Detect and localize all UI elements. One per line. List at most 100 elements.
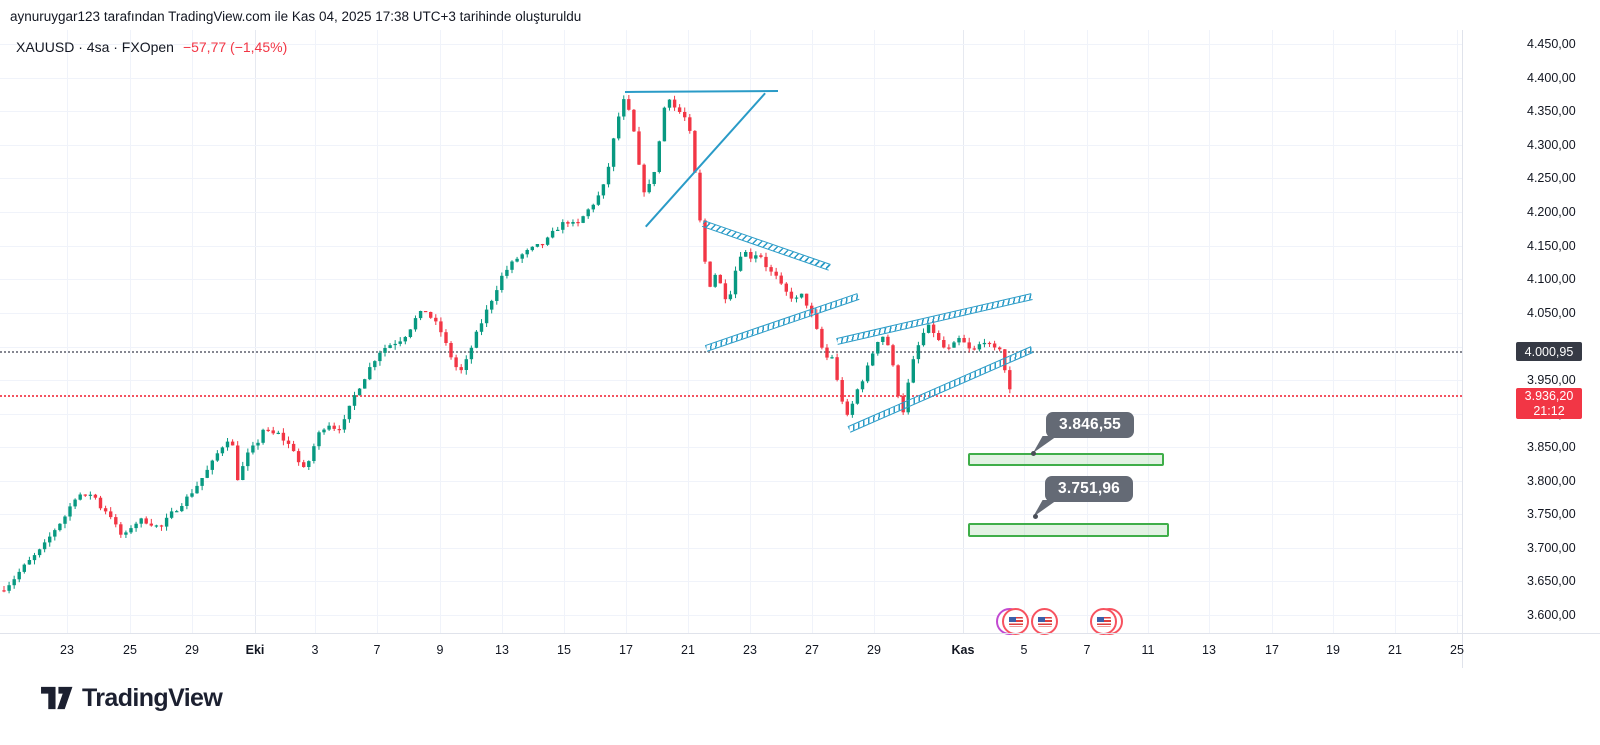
candle-body	[708, 261, 712, 287]
vertical-gridline	[377, 30, 378, 633]
candle-body	[78, 494, 82, 500]
price-axis-label: 4.100,00	[1527, 272, 1576, 286]
price-axis-label: 3.950,00	[1527, 373, 1576, 387]
candle-body	[83, 494, 87, 496]
candle-body	[774, 271, 778, 276]
price-axis-label: 3.700,00	[1527, 541, 1576, 555]
candle-body	[647, 184, 651, 193]
time-axis-label: 27	[805, 643, 819, 657]
economic-event-marker-1[interactable]	[996, 608, 1029, 635]
candle-body	[357, 388, 362, 396]
candle-body	[545, 237, 550, 245]
candle-body	[220, 447, 225, 454]
support-zone-2[interactable]	[968, 523, 1169, 537]
candle-body	[581, 216, 585, 223]
candle-body	[429, 312, 433, 318]
vertical-gridline	[812, 30, 813, 633]
candle-body	[652, 172, 656, 184]
candle-body	[352, 395, 357, 406]
vertical-gridline	[963, 30, 964, 633]
candle-body	[886, 336, 890, 346]
candle-body	[169, 511, 174, 518]
candle-body	[703, 220, 707, 262]
time-axis-label: Eki	[245, 643, 265, 657]
horizontal-gridline	[0, 78, 1462, 79]
candle-body	[992, 343, 997, 348]
candle-body	[230, 441, 235, 446]
us-flag-icon[interactable]	[1031, 608, 1058, 635]
support-zone-1[interactable]	[968, 453, 1164, 466]
candle-body	[88, 494, 93, 496]
candle-body	[576, 222, 580, 224]
economic-event-marker-2[interactable]	[1031, 608, 1058, 635]
horizontal-gridline	[0, 514, 1462, 515]
candle-body	[347, 405, 352, 420]
candle-body	[784, 283, 788, 292]
bubble-anchor-dot	[1033, 514, 1038, 519]
candle-body	[505, 269, 509, 276]
candle-body	[408, 329, 413, 337]
candle-body	[109, 511, 113, 518]
vertical-gridline	[67, 30, 68, 633]
price-axis-label: 3.650,00	[1527, 574, 1576, 588]
horizontal-gridline	[0, 145, 1462, 146]
vertical-gridline	[1333, 30, 1334, 633]
candle-body	[164, 517, 169, 527]
candle-body	[418, 311, 423, 319]
candle-body	[276, 432, 280, 434]
candle-body	[291, 443, 296, 452]
us-flag-icon[interactable]	[1002, 608, 1029, 635]
candle-body	[413, 318, 418, 330]
attribution-text: aynuruygar123 tarafından TradingView.com…	[10, 9, 582, 24]
time-axis-label: 13	[495, 643, 509, 657]
candle-body	[393, 343, 397, 346]
candle-body	[672, 99, 677, 108]
candle-body	[520, 254, 524, 259]
candle-body	[129, 528, 133, 533]
candle-body	[134, 523, 138, 529]
candle-body	[296, 451, 301, 463]
candlestick-canvas[interactable]	[0, 0, 1462, 668]
bar-countdown: 21:12	[1533, 403, 1565, 418]
horizontal-gridline	[0, 548, 1462, 549]
candle-body	[490, 300, 494, 310]
candle-body	[967, 342, 971, 349]
symbol-title[interactable]: XAUUSD · 4sa · FXOpen	[16, 39, 174, 55]
horizontal-gridline	[0, 279, 1462, 280]
zone-price-bubble-1[interactable]: 3.846,55	[1046, 412, 1134, 438]
candle-body	[469, 347, 474, 360]
candle-body	[662, 107, 667, 142]
candle-body	[906, 382, 910, 413]
us-flag-glyph	[1008, 616, 1023, 627]
candle-body	[871, 353, 875, 366]
symbol-legend[interactable]: XAUUSD · 4sa · FXOpen −57,77 (−1,45%)	[16, 39, 287, 55]
candle-body	[464, 359, 468, 370]
zone-price-bubble-2[interactable]: 3.751,96	[1045, 476, 1133, 502]
bubble-anchor-dot	[1031, 451, 1036, 456]
candle-body	[556, 229, 560, 231]
candle-body	[860, 381, 865, 390]
economic-event-marker-3[interactable]	[1090, 608, 1123, 635]
time-axis-label: 7	[373, 643, 381, 657]
horizontal-gridline	[0, 246, 1462, 247]
candle-body	[764, 256, 768, 268]
candle-body	[281, 432, 286, 441]
vertical-gridline	[1024, 30, 1025, 633]
candle-body	[789, 291, 794, 299]
candle-body	[794, 297, 799, 299]
candle-body	[7, 585, 11, 591]
candle-body	[825, 347, 829, 358]
us-flag-icon[interactable]	[1090, 608, 1117, 635]
time-axis-label: 17	[1265, 643, 1279, 657]
candle-body	[515, 258, 519, 262]
price-axis-label: 4.450,00	[1527, 37, 1576, 51]
candle-body	[439, 321, 443, 333]
tradingview-logo[interactable]: TradingView	[40, 684, 223, 713]
candle-body	[611, 138, 616, 167]
price-axis-label: 4.150,00	[1527, 239, 1576, 253]
candle-body	[103, 508, 108, 512]
candle-body	[566, 222, 570, 224]
candle-body	[952, 342, 956, 348]
candle-body	[484, 309, 489, 324]
price-axis-label: 4.050,00	[1527, 306, 1576, 320]
